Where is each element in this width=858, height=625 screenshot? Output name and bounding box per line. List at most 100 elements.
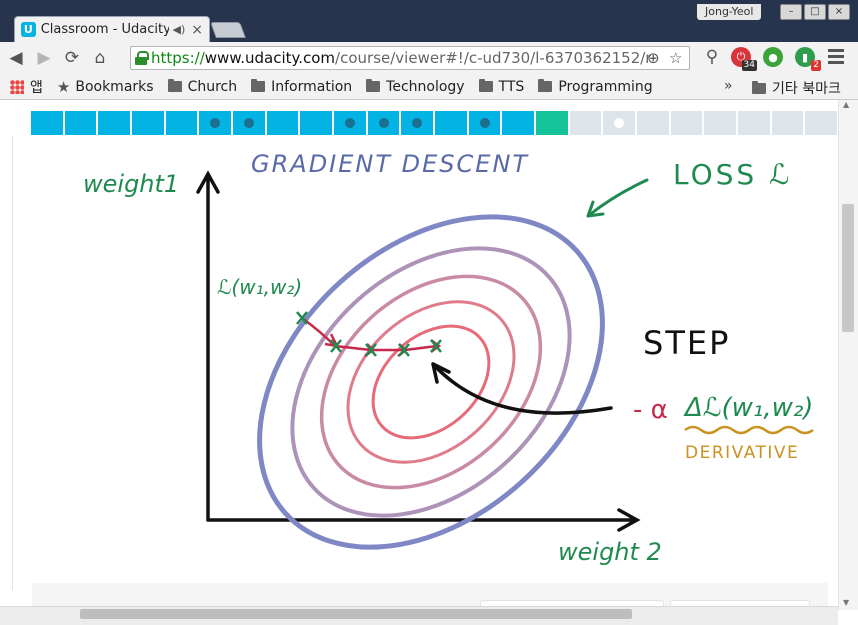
progress-segment[interactable] xyxy=(738,111,772,135)
contour-inner xyxy=(371,324,491,440)
zoom-icon[interactable]: ⊕ xyxy=(647,49,660,67)
step-markers xyxy=(296,311,442,357)
loss-label: LOSS ℒ xyxy=(673,158,792,191)
back-arrow-icon[interactable]: ◀ xyxy=(9,48,23,68)
progress-segment[interactable] xyxy=(569,111,604,135)
step-formula-gradient: Δℒ(w₁,w₂) xyxy=(683,393,813,423)
quiz-dot-icon xyxy=(412,118,423,128)
bookmarks-overflow-chevron-icon[interactable]: » xyxy=(724,78,733,94)
progress-segment[interactable] xyxy=(165,111,200,135)
progress-segment[interactable] xyxy=(367,111,402,135)
vertical-scroll-thumb[interactable] xyxy=(842,204,854,332)
browser-tab-classroom[interactable]: U Classroom - Udacity ◀) × xyxy=(14,16,210,42)
progress-segment[interactable] xyxy=(300,111,335,135)
progress-segment[interactable] xyxy=(64,111,99,135)
progress-segment[interactable] xyxy=(401,111,436,135)
lecture-video[interactable]: GRADIENT DESCENT weight1 weight 2 LOSS ℒ… xyxy=(12,136,838,590)
progress-segment[interactable] xyxy=(603,111,638,135)
progress-segment[interactable] xyxy=(132,111,166,135)
search-extension-icon[interactable]: ⚲ xyxy=(705,47,719,67)
progress-segment[interactable] xyxy=(435,111,469,135)
x-axis-arrow xyxy=(206,508,641,532)
y-axis-label: weight1 xyxy=(83,170,179,198)
new-tab-button[interactable] xyxy=(210,22,246,38)
horizontal-scrollbar[interactable] xyxy=(0,606,838,625)
bookmark-technology[interactable]: Technology xyxy=(366,79,465,95)
extension-three-icon[interactable]: ▮ 2 xyxy=(795,47,821,71)
derivative-underline xyxy=(684,425,814,435)
contour-4 xyxy=(346,300,516,464)
minimize-button[interactable]: – xyxy=(780,4,802,20)
bookmark-church[interactable]: Church xyxy=(167,79,237,95)
bookmark-star-icon[interactable]: ☆ xyxy=(669,49,683,67)
derivative-label: DERIVATIVE xyxy=(685,443,799,463)
tab-title: Classroom - Udacity xyxy=(40,22,169,37)
progress-segment[interactable] xyxy=(98,111,133,135)
apps-grid-icon xyxy=(10,79,24,94)
folder-icon xyxy=(167,79,182,92)
gradient-descent-drawing: GRADIENT DESCENT weight1 weight 2 LOSS ℒ… xyxy=(83,150,814,566)
progress-segment[interactable] xyxy=(805,111,840,135)
vertical-scrollbar[interactable]: ▲ ▼ xyxy=(838,100,858,610)
star-icon: ★ xyxy=(56,77,71,96)
url-text[interactable]: https://www.udacity.com/course/viewer#!/… xyxy=(151,49,651,67)
bookmark-apps[interactable]: 앱 xyxy=(30,79,43,96)
bookmark-other[interactable]: 기타 북마크 xyxy=(752,78,841,98)
forward-arrow-icon[interactable]: ▶ xyxy=(37,48,51,68)
step-formula-alpha: - α xyxy=(633,395,668,425)
extension-one-icon[interactable]: ⏻ 34 xyxy=(731,47,757,71)
progress-segment[interactable] xyxy=(536,111,570,135)
folder-icon xyxy=(478,79,493,92)
tab-close-icon[interactable]: × xyxy=(191,21,203,38)
progress-segment[interactable] xyxy=(468,111,503,135)
horizontal-scroll-thumb[interactable] xyxy=(80,609,632,619)
udacity-favicon-icon: U xyxy=(21,22,36,37)
scroll-down-icon[interactable]: ▼ xyxy=(843,598,850,607)
progress-segment[interactable] xyxy=(199,111,234,135)
progress-segment[interactable] xyxy=(233,111,267,135)
bookmark-programming[interactable]: Programming xyxy=(538,79,653,95)
loss-arrow xyxy=(586,178,649,218)
descent-path xyxy=(301,316,438,352)
address-bar[interactable]: https://www.udacity.com/course/viewer#!/… xyxy=(130,46,690,70)
contour-outer xyxy=(257,214,605,550)
step-label: STEP xyxy=(643,324,730,362)
home-icon[interactable]: ⌂ xyxy=(94,48,106,68)
bookmark-information[interactable]: Information xyxy=(251,79,352,95)
y-axis-arrow xyxy=(196,170,220,522)
extension-two-icon[interactable]: ● xyxy=(763,47,783,67)
lock-icon xyxy=(135,51,149,65)
folder-icon xyxy=(538,79,553,92)
progress-segment[interactable] xyxy=(637,111,671,135)
maximize-button[interactable]: □ xyxy=(804,4,826,20)
scroll-up-icon[interactable]: ▲ xyxy=(843,100,850,109)
progress-segment[interactable] xyxy=(334,111,368,135)
progress-segment[interactable] xyxy=(31,111,65,135)
contour-3 xyxy=(319,274,543,490)
folder-icon xyxy=(366,79,381,92)
folder-icon xyxy=(752,80,766,94)
reload-icon[interactable]: ⟳ xyxy=(64,48,80,68)
chrome-menu-icon[interactable] xyxy=(828,49,844,65)
profile-name[interactable]: Jong-Yeol xyxy=(697,4,762,20)
quiz-dot-icon xyxy=(344,118,355,128)
bookmarks-bar: 앱 ★ Bookmarks Church Information Technolo… xyxy=(0,74,858,100)
quiz-dot-icon xyxy=(378,118,389,128)
quiz-dot-icon xyxy=(243,118,254,128)
bookmark-bookmarks[interactable]: ★ Bookmarks xyxy=(56,77,154,96)
step-arrow xyxy=(431,362,613,415)
speaker-icon[interactable]: ◀) xyxy=(172,23,186,36)
progress-segment[interactable] xyxy=(704,111,739,135)
x-axis-label: weight 2 xyxy=(558,538,662,566)
progress-segment[interactable] xyxy=(502,111,537,135)
position-dot-icon xyxy=(614,118,625,128)
lecture-title: GRADIENT DESCENT xyxy=(251,150,529,178)
page-content: GRADIENT DESCENT weight1 weight 2 LOSS ℒ… xyxy=(0,100,858,625)
progress-segment[interactable] xyxy=(266,111,301,135)
point-label: ℒ(w₁,w₂) xyxy=(217,275,302,299)
progress-segment[interactable] xyxy=(670,111,705,135)
progress-segment[interactable] xyxy=(771,111,806,135)
quiz-dot-icon xyxy=(210,118,221,128)
bookmark-tts[interactable]: TTS xyxy=(478,79,524,95)
close-window-button[interactable]: × xyxy=(828,4,850,20)
